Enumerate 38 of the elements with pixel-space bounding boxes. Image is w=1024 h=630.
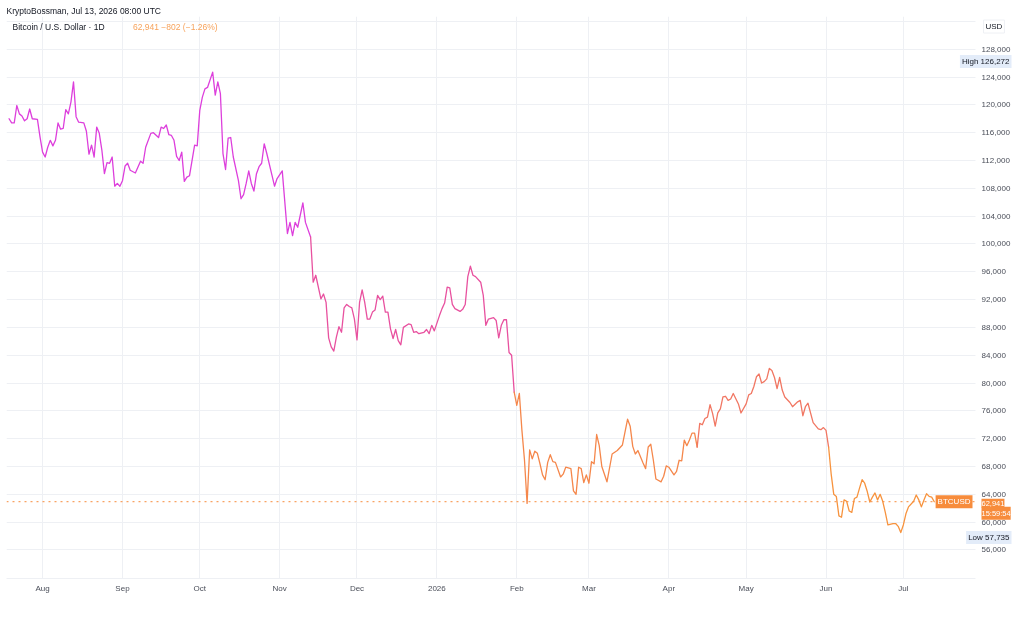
y-tick-label: 60,000	[981, 517, 1007, 527]
y-tick-label: 56,000	[981, 545, 1007, 555]
y-tick-label: 64,000	[981, 489, 1007, 499]
y-tick-label: 100,000	[981, 239, 1011, 249]
text: KryptoBossman, Jul 13, 2026 08:00 UTC	[6, 5, 161, 16]
y-tick-label: 72,000	[981, 434, 1007, 444]
y-tick-label: 80,000	[981, 378, 1007, 388]
y-tick-label: 112,000	[981, 155, 1011, 165]
x-tick-label: Aug	[35, 583, 50, 593]
y-tick-label: 92,000	[981, 295, 1007, 305]
x-tick-label: Apr	[662, 583, 676, 593]
x-tick-label: Sep	[115, 583, 131, 593]
y-axis-title: USD	[985, 22, 1003, 31]
x-tick-label: 2026	[427, 583, 447, 593]
x-tick-label: Feb	[509, 583, 525, 593]
y-tick-label: 108,000	[981, 183, 1011, 193]
text: 62,941 −802 (−1.26%)	[133, 21, 218, 32]
x-tick-label: Jun	[819, 583, 833, 593]
x-tick-label: Mar	[582, 583, 597, 593]
y-tick-label: 104,000	[981, 211, 1011, 221]
x-tick-label: Jul	[898, 583, 909, 593]
y-tick-label: 128,000	[981, 44, 1011, 54]
annotation: High 126,272	[961, 57, 1011, 66]
y-tick-label: 124,000	[981, 72, 1011, 82]
annotation: Low 57,735	[968, 533, 1011, 542]
x-tick-label: Dec	[349, 583, 365, 593]
y-tick-label: 84,000	[981, 350, 1007, 360]
x-tick-label: May	[738, 583, 754, 593]
y-tick-label: 76,000	[981, 406, 1007, 416]
y-tick-label: 120,000	[981, 100, 1011, 110]
y-tick-label: 88,000	[981, 322, 1007, 332]
ref-line-label: BTCUSD	[937, 497, 971, 507]
x-tick-label: Nov	[272, 583, 287, 593]
y-tick-label: 116,000	[981, 128, 1011, 138]
y-tick-label: 96,000	[981, 267, 1007, 277]
x-tick-label: Oct	[193, 583, 207, 593]
y-tick-label: 68,000	[981, 462, 1007, 472]
text: Bitcoin / U.S. Dollar · 1D	[12, 21, 105, 32]
